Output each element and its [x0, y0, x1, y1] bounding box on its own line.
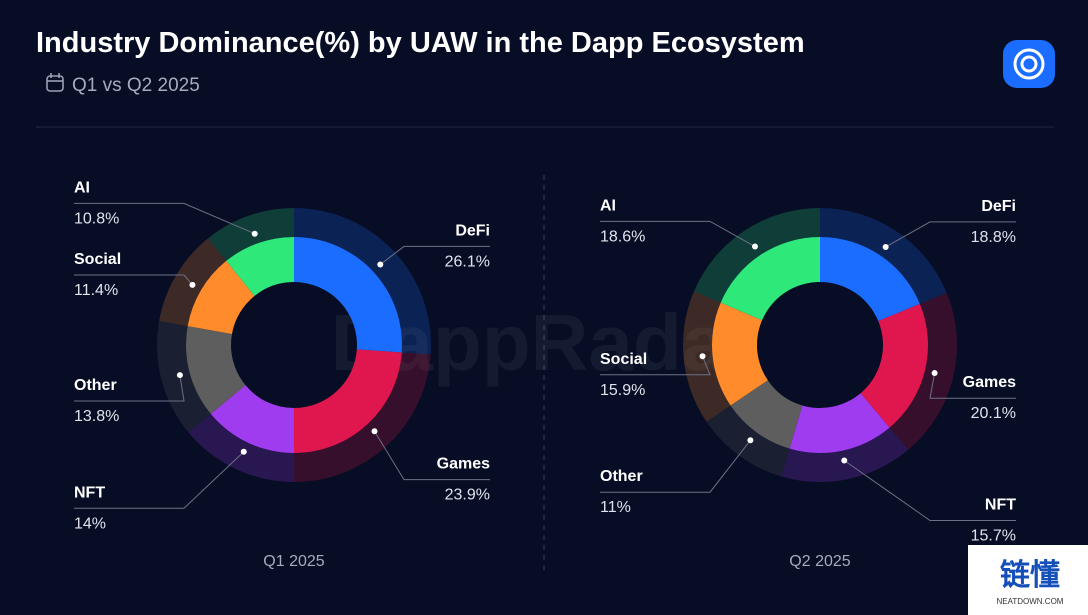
slice	[294, 349, 402, 453]
leader-dot	[240, 448, 247, 455]
slice-value: 10.8%	[74, 210, 119, 227]
leader-line	[74, 451, 245, 509]
slice	[820, 237, 920, 322]
slice-value: 18.6%	[600, 228, 645, 245]
leader-line	[379, 245, 490, 265]
leader-dot	[189, 281, 196, 288]
leader-line	[885, 221, 1016, 248]
slice-value: 20.1%	[971, 405, 1016, 422]
leader-dot	[747, 437, 754, 444]
slice-name: DeFi	[455, 222, 490, 239]
slice-halo	[208, 208, 294, 261]
slice	[210, 385, 294, 453]
leader-dot	[176, 372, 183, 379]
slice-value: 23.9%	[445, 487, 490, 504]
slice-halo	[683, 291, 731, 422]
slice-name: Games	[437, 456, 490, 473]
slice	[185, 326, 246, 414]
leader-dot	[931, 370, 938, 377]
leader-line	[74, 202, 255, 235]
slice	[789, 393, 890, 453]
slice-name: Other	[74, 377, 117, 394]
slice-value: 11%	[600, 499, 631, 516]
slice-halo	[820, 208, 947, 304]
slice-name: Games	[963, 374, 1016, 391]
leader-dot	[699, 353, 706, 360]
leader-line	[600, 356, 711, 376]
badge-url: NEATDOWN.COM	[997, 597, 1064, 606]
slice-value: 18.8%	[971, 229, 1016, 246]
badge-text: 链懂	[1000, 558, 1060, 592]
slice-name: AI	[74, 179, 90, 196]
slice-halo	[157, 321, 211, 433]
badge-bg	[968, 545, 1088, 615]
leader-line	[843, 460, 1016, 521]
slice	[226, 237, 294, 296]
slice-value: 11.4%	[74, 282, 118, 299]
slice	[720, 237, 820, 321]
leader-dot	[882, 243, 889, 250]
slice-halo	[889, 292, 957, 450]
leader-dot	[841, 457, 848, 464]
slice-name: DeFi	[981, 198, 1016, 215]
charts: DeFi 26.1% Games 23.9% NFT 14% Other 13.8% Socia…	[74, 179, 1016, 570]
slice-value: 14%	[74, 515, 106, 532]
chart-label: Q2 2025	[789, 553, 850, 570]
slice	[712, 302, 768, 406]
leader-dot	[371, 428, 378, 435]
leader-line	[929, 372, 1016, 399]
leader-line	[74, 374, 185, 402]
slice-value: 13.8%	[74, 408, 119, 425]
slice	[294, 237, 402, 353]
leader-dot	[377, 261, 384, 268]
chart-label: Q1 2025	[263, 553, 324, 570]
slice-halo	[294, 208, 431, 355]
slice-value: 15.7%	[971, 527, 1016, 544]
slice-name: Social	[74, 251, 121, 268]
logo	[1003, 40, 1055, 88]
leader-line	[600, 220, 756, 247]
slice-halo	[693, 208, 820, 303]
slice-value: 26.1%	[445, 253, 490, 270]
slice-halo	[188, 413, 294, 482]
leader-dot	[251, 230, 258, 237]
chart-title: Industry Dominance(%) by UAW in the Dapp…	[36, 27, 805, 59]
slice-name: Social	[600, 351, 647, 368]
slice	[730, 380, 803, 449]
leader-line	[374, 431, 490, 481]
slice-name: Other	[600, 468, 643, 485]
calendar-icon	[46, 73, 64, 92]
slice-name: NFT	[74, 484, 105, 501]
slice	[860, 303, 928, 428]
slice-halo	[294, 352, 431, 482]
leader-line	[74, 274, 193, 286]
slice-name: NFT	[985, 496, 1016, 513]
slice-value: 15.9%	[600, 382, 645, 399]
slice	[187, 260, 255, 334]
subtitle: Q1 vs Q2 2025	[72, 75, 200, 96]
leader-line	[600, 439, 751, 493]
slice-name: AI	[600, 197, 616, 214]
slice-halo	[781, 427, 909, 482]
leader-dot	[751, 243, 758, 250]
